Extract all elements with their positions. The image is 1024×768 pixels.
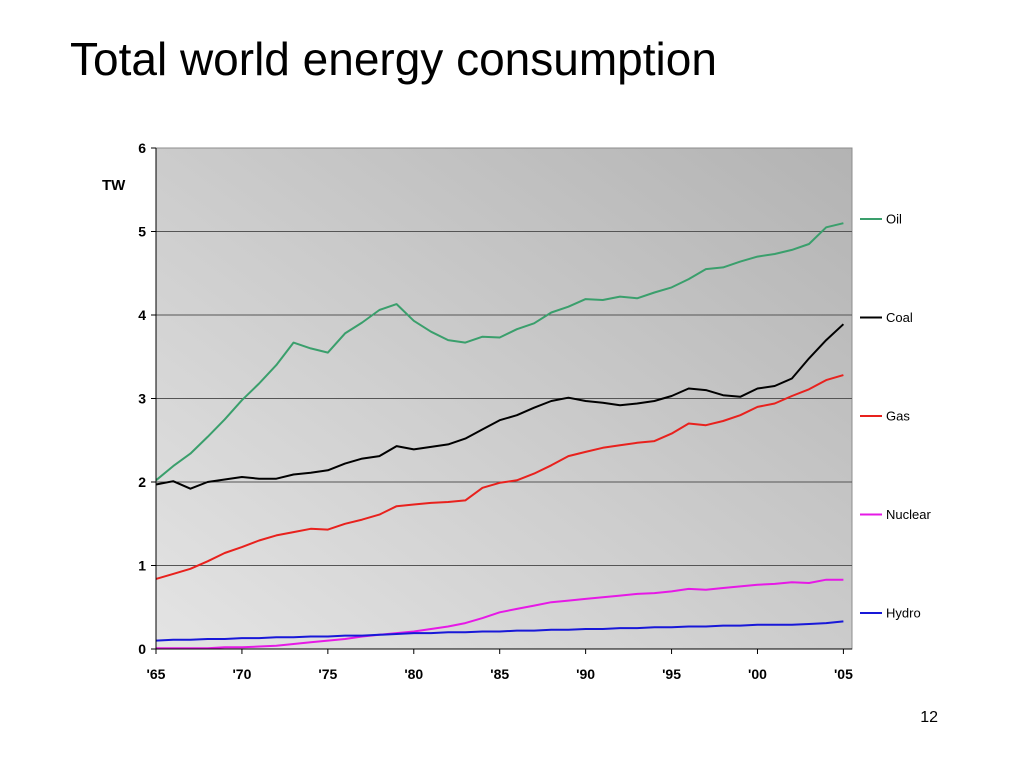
x-tick-label-1965: '65 xyxy=(147,666,166,682)
y-tick-label-3: 3 xyxy=(138,391,146,407)
x-tick-label-1975: '75 xyxy=(318,666,337,682)
y-tick-label-4: 4 xyxy=(138,307,146,323)
y-axis-unit-label: TW xyxy=(102,177,126,194)
slide-number: 12 xyxy=(920,709,938,726)
x-tick-label-2005: '05 xyxy=(834,666,853,682)
legend-label-oil: Oil xyxy=(886,212,902,227)
legend-label-coal: Coal xyxy=(886,310,913,325)
x-tick-label-1985: '85 xyxy=(490,666,509,682)
y-tick-label-5: 5 xyxy=(138,224,146,240)
x-tick-label-1995: '95 xyxy=(662,666,681,682)
series-line-hydro xyxy=(155,620,844,642)
legend-label-gas: Gas xyxy=(886,409,910,424)
x-tick-label-1990: '90 xyxy=(576,666,595,682)
legend-label-nuclear: Nuclear xyxy=(886,507,931,522)
x-tick-label-1980: '80 xyxy=(404,666,423,682)
series-line-nuclear xyxy=(156,578,844,650)
slide-title: Total world energy consumption xyxy=(70,33,717,85)
y-tick-label-1: 1 xyxy=(138,558,146,574)
y-tick-label-0: 0 xyxy=(138,641,146,657)
y-tick-label-2: 2 xyxy=(138,474,146,490)
series-line-coal xyxy=(155,323,845,490)
legend-label-hydro: Hydro xyxy=(886,606,921,621)
x-tick-label-2000: '00 xyxy=(748,666,767,682)
y-tick-label-6: 6 xyxy=(138,140,146,156)
series-line-oil xyxy=(155,222,844,482)
x-tick-label-1970: '70 xyxy=(232,666,251,682)
series-line-gas xyxy=(155,374,844,580)
